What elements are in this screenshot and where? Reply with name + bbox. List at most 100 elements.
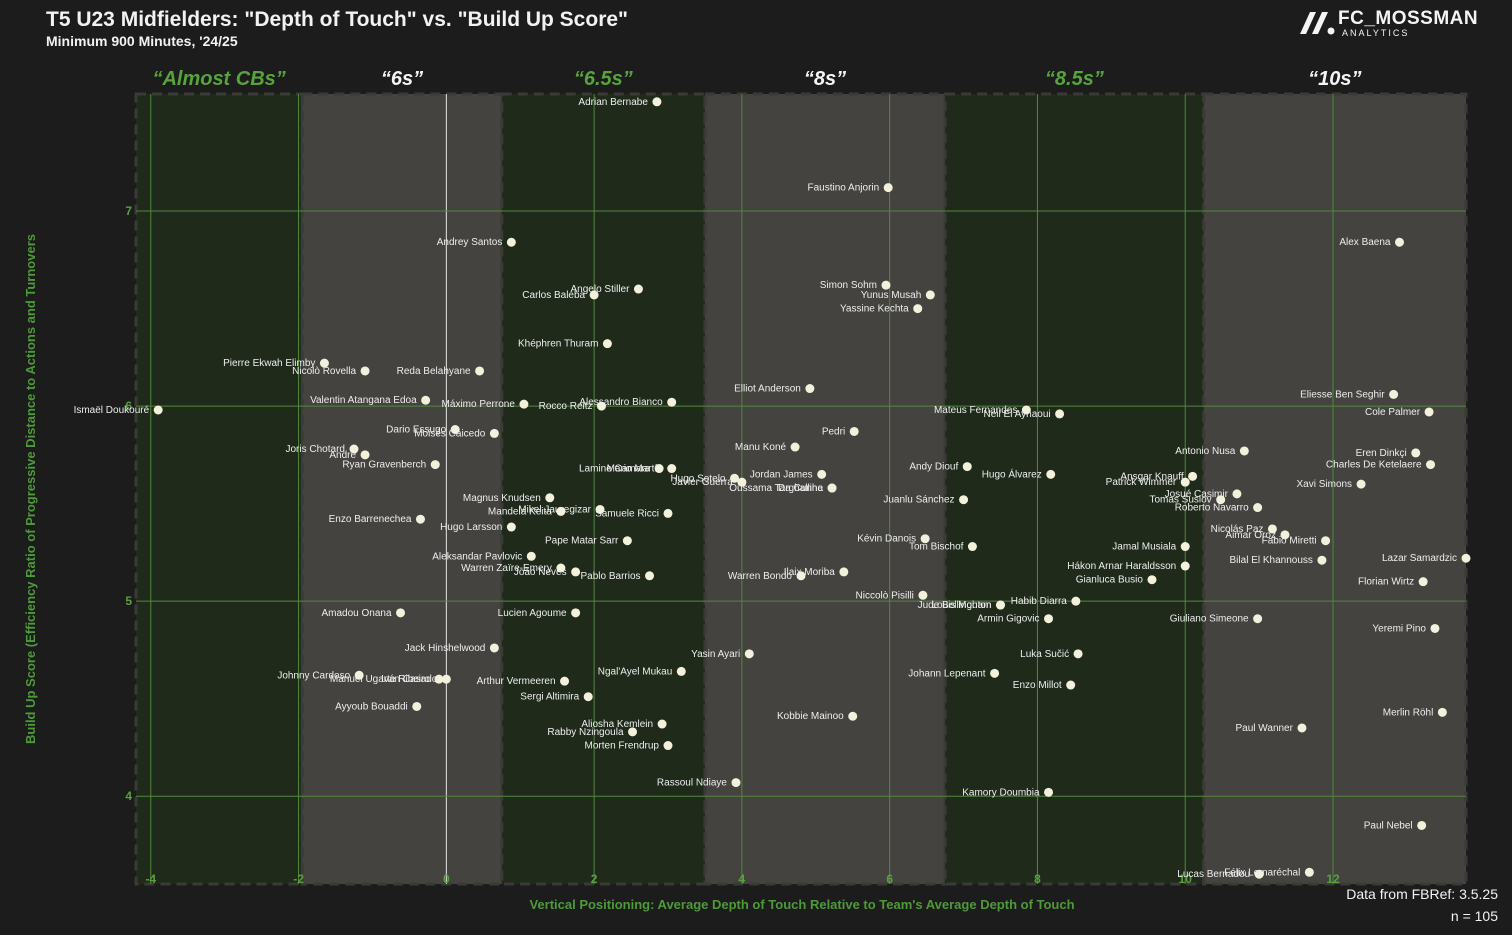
data-point[interactable] (421, 395, 431, 405)
data-point[interactable] (1073, 649, 1083, 659)
data-point[interactable] (319, 358, 329, 368)
data-point[interactable] (1253, 503, 1263, 513)
data-point[interactable] (450, 425, 460, 435)
data-point[interactable] (645, 571, 655, 581)
data-point[interactable] (1418, 577, 1428, 587)
data-point[interactable] (1147, 575, 1157, 585)
data-point[interactable] (1461, 553, 1471, 563)
data-point[interactable] (360, 450, 370, 460)
data-point[interactable] (1321, 536, 1331, 546)
data-point[interactable] (589, 290, 599, 300)
data-point[interactable] (526, 551, 536, 561)
data-point[interactable] (349, 444, 359, 454)
data-point[interactable] (556, 563, 566, 573)
data-point[interactable] (153, 405, 163, 415)
data-point[interactable] (657, 719, 667, 729)
data-point[interactable] (1395, 237, 1404, 247)
data-point[interactable] (1046, 469, 1056, 479)
data-point[interactable] (434, 674, 444, 684)
data-point[interactable] (663, 741, 673, 751)
data-point[interactable] (1180, 542, 1190, 552)
data-point[interactable] (602, 339, 612, 349)
data-point[interactable] (412, 701, 422, 711)
data-point[interactable] (881, 280, 891, 290)
data-point[interactable] (667, 397, 677, 407)
data-point[interactable] (1430, 623, 1440, 633)
data-point[interactable] (827, 483, 837, 493)
data-point[interactable] (1021, 405, 1031, 415)
data-point[interactable] (489, 428, 499, 438)
data-point[interactable] (545, 493, 555, 503)
data-point[interactable] (430, 460, 440, 470)
data-point[interactable] (1239, 446, 1249, 456)
data-point[interactable] (1180, 477, 1190, 487)
data-point[interactable] (796, 571, 806, 581)
data-point[interactable] (597, 401, 606, 411)
data-point[interactable] (990, 668, 1000, 678)
data-point[interactable] (489, 643, 499, 653)
data-point[interactable] (354, 670, 364, 680)
data-point[interactable] (571, 567, 581, 577)
data-point[interactable] (731, 778, 741, 788)
data-point[interactable] (1317, 555, 1327, 565)
data-point[interactable] (396, 608, 406, 618)
data-point[interactable] (506, 522, 516, 532)
data-point[interactable] (1267, 524, 1277, 534)
data-point[interactable] (848, 711, 858, 721)
data-point[interactable] (849, 426, 859, 436)
data-point[interactable] (1417, 820, 1427, 830)
data-point[interactable] (1044, 614, 1054, 624)
data-point[interactable] (1356, 479, 1366, 489)
data-point[interactable] (360, 366, 370, 376)
data-point[interactable] (920, 534, 930, 544)
data-point[interactable] (506, 237, 516, 247)
data-point[interactable] (583, 692, 593, 702)
data-point[interactable] (817, 469, 827, 479)
data-point[interactable] (571, 608, 581, 618)
data-point[interactable] (556, 506, 566, 516)
data-point[interactable] (967, 542, 977, 552)
data-point[interactable] (1232, 489, 1242, 499)
data-point[interactable] (1188, 471, 1198, 481)
data-point[interactable] (1055, 409, 1065, 419)
data-point[interactable] (1411, 448, 1421, 458)
data-point[interactable] (628, 727, 638, 737)
data-point[interactable] (730, 473, 739, 483)
data-point[interactable] (654, 464, 664, 474)
data-point[interactable] (790, 442, 800, 452)
data-point[interactable] (737, 477, 747, 487)
data-point[interactable] (1071, 596, 1081, 606)
data-point[interactable] (839, 567, 849, 577)
data-point[interactable] (622, 536, 632, 546)
data-point[interactable] (1180, 561, 1190, 571)
data-point[interactable] (1066, 680, 1076, 690)
data-point[interactable] (1426, 460, 1436, 470)
data-point[interactable] (962, 462, 972, 472)
data-point[interactable] (415, 514, 425, 524)
data-point[interactable] (1253, 614, 1263, 624)
data-point[interactable] (676, 666, 686, 676)
data-point[interactable] (1280, 530, 1290, 540)
data-point[interactable] (663, 508, 673, 518)
data-point[interactable] (633, 284, 643, 294)
data-point[interactable] (1389, 389, 1399, 399)
data-point[interactable] (595, 504, 605, 514)
data-point[interactable] (441, 674, 451, 684)
data-point[interactable] (959, 495, 969, 505)
data-point[interactable] (667, 464, 677, 474)
data-point[interactable] (913, 304, 923, 314)
data-point[interactable] (1044, 787, 1054, 797)
data-point[interactable] (560, 676, 570, 686)
data-point[interactable] (1424, 407, 1434, 417)
data-point[interactable] (925, 290, 935, 300)
data-point[interactable] (883, 183, 893, 193)
data-point[interactable] (1437, 707, 1447, 717)
data-point[interactable] (805, 384, 815, 394)
data-point[interactable] (1297, 723, 1307, 733)
data-point[interactable] (1216, 495, 1226, 505)
data-point[interactable] (519, 399, 529, 409)
data-point[interactable] (918, 590, 928, 600)
data-point[interactable] (1304, 867, 1314, 877)
data-point[interactable] (744, 649, 754, 659)
data-point[interactable] (1254, 869, 1264, 879)
